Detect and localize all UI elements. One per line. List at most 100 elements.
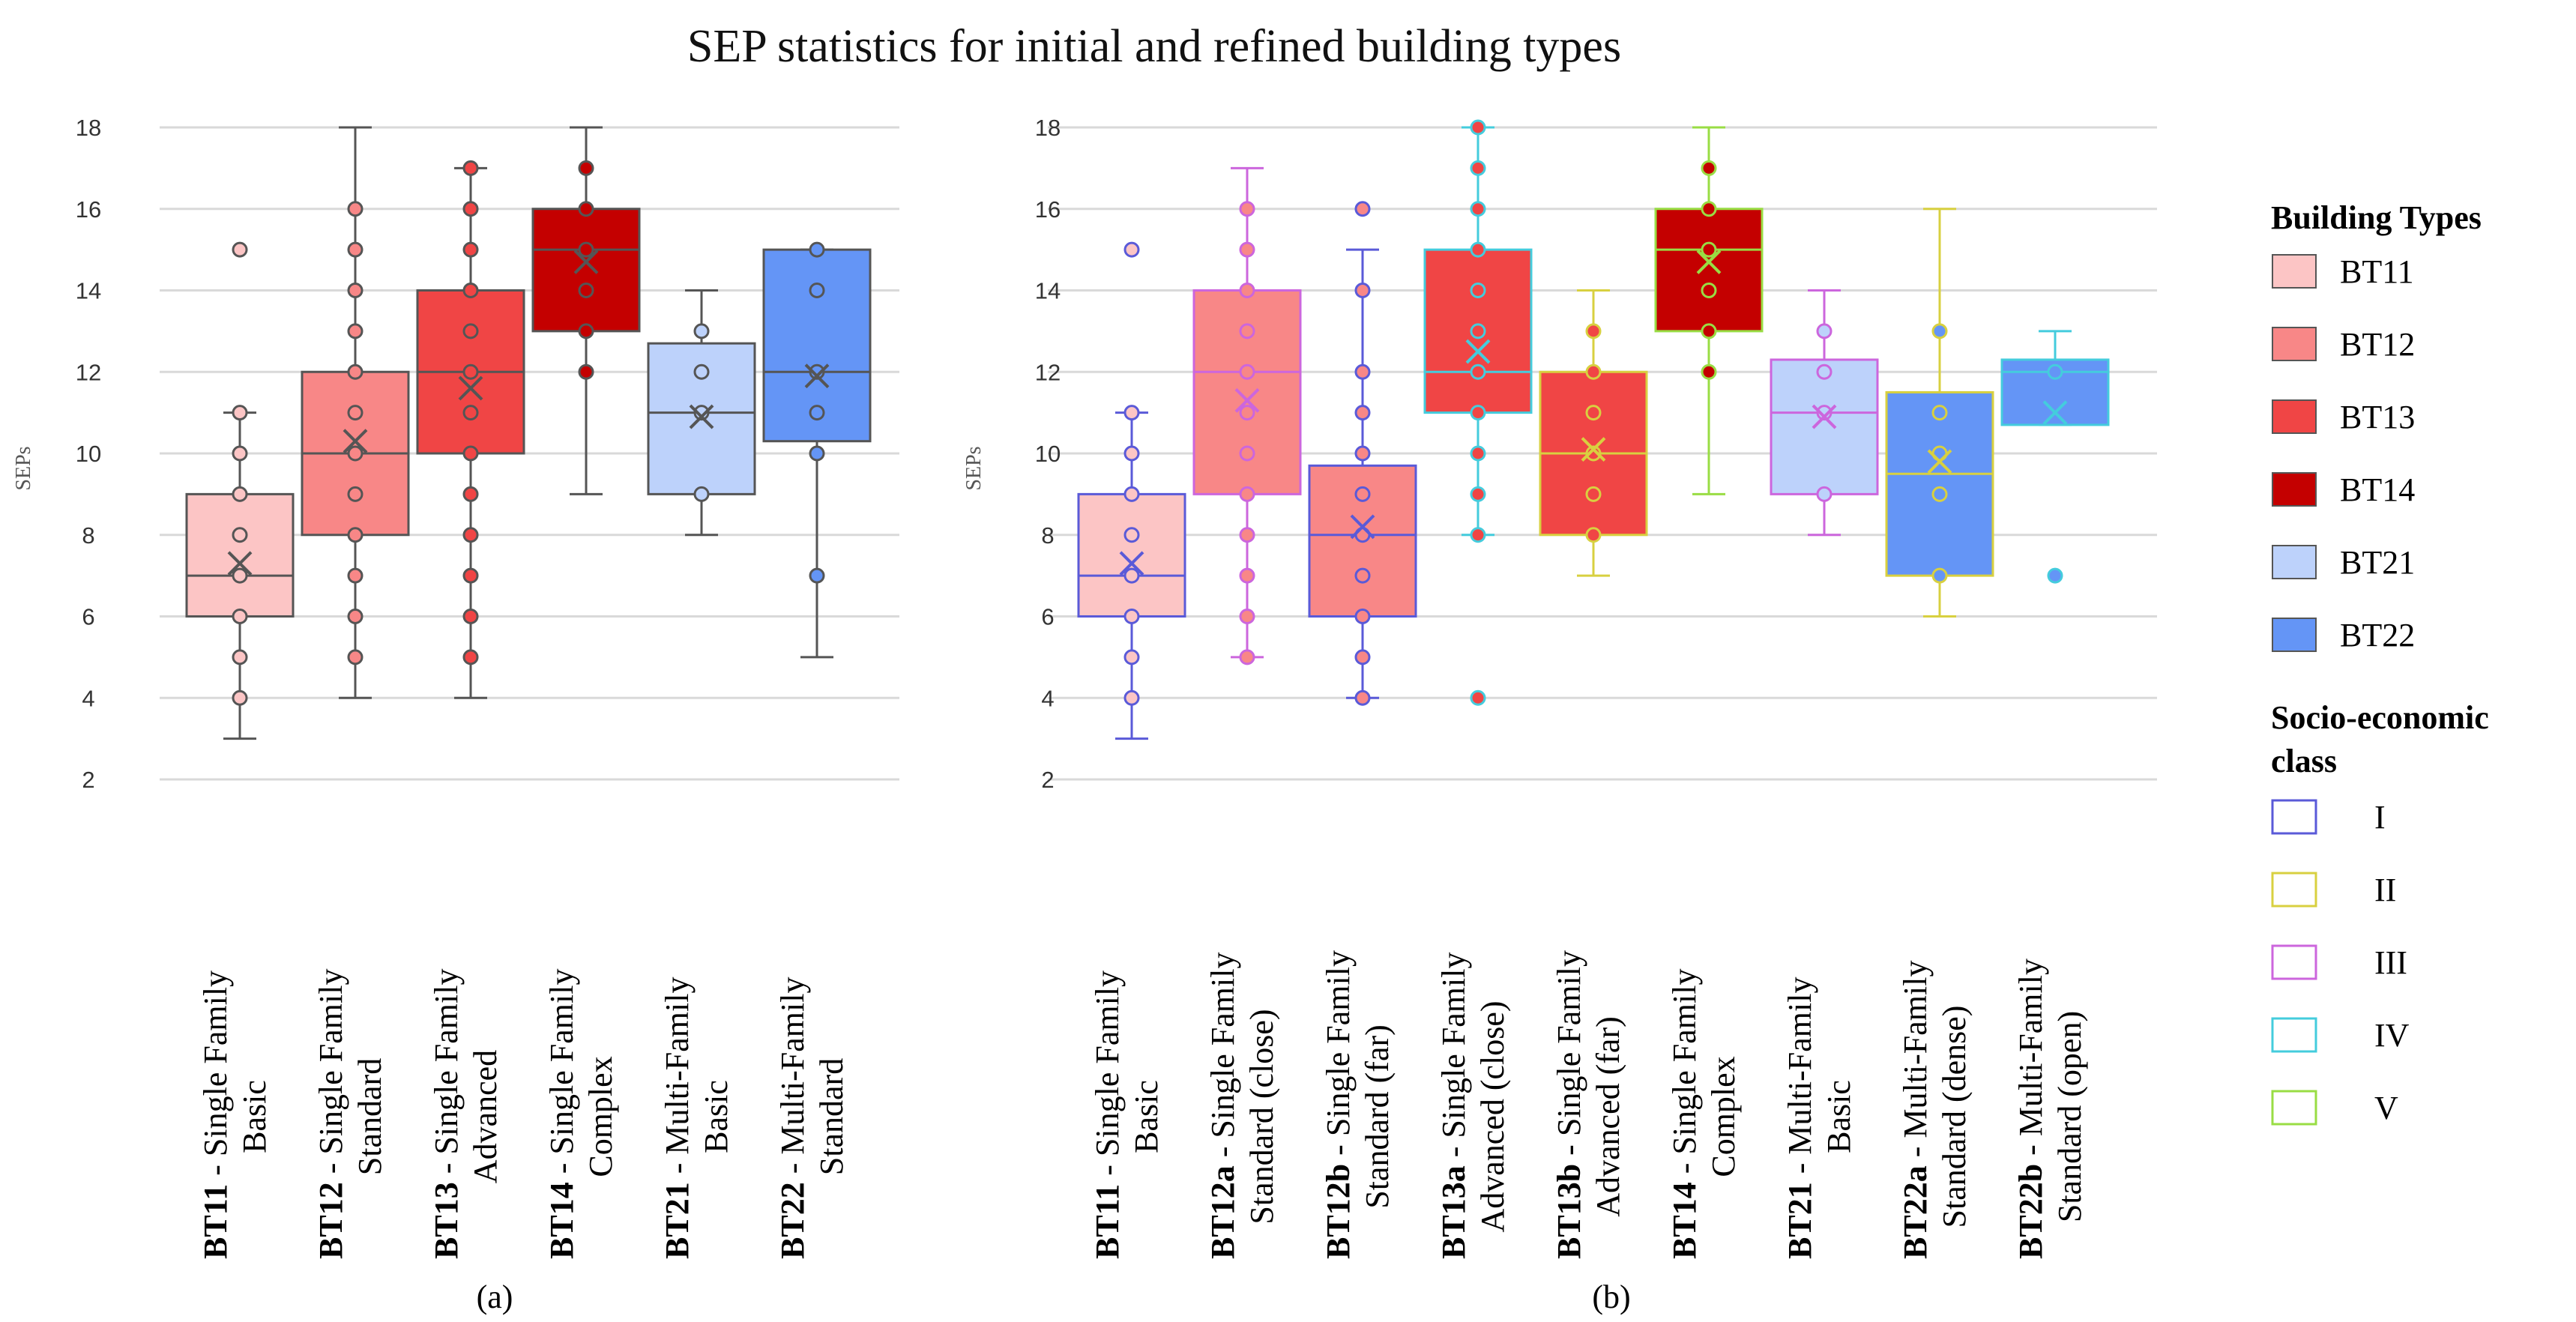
data-point xyxy=(232,567,248,584)
data-point xyxy=(462,405,479,421)
data-point xyxy=(1816,486,1833,502)
data-point xyxy=(462,323,479,339)
y-tick-label: 12 xyxy=(1035,359,1061,385)
y-tick-label: 14 xyxy=(76,278,101,304)
data-point xyxy=(1354,567,1371,584)
mean-marker xyxy=(804,363,830,389)
data-point xyxy=(1585,363,1602,380)
mean-marker xyxy=(689,404,714,429)
category-label: BT13 - Single Family xyxy=(428,969,465,1259)
data-point xyxy=(232,527,248,543)
category-label-line2: Basic xyxy=(1821,1080,1857,1153)
box-iqr xyxy=(1770,358,1879,495)
category-label-line2: Standard (close) xyxy=(1243,1009,1280,1224)
panel-label: (b) xyxy=(1592,1279,1630,1315)
category-label: BT21 - Multi-Family xyxy=(659,977,696,1259)
category-name: - Single Family xyxy=(1551,950,1587,1164)
data-point xyxy=(462,567,479,584)
data-point xyxy=(347,283,364,298)
category-label-line2: Complex xyxy=(582,1056,619,1177)
data-point xyxy=(1239,445,1255,462)
data-point xyxy=(1239,649,1255,665)
data-point xyxy=(1354,609,1371,624)
data-point xyxy=(1239,241,1255,258)
category-label-line2: Advanced (far) xyxy=(1590,1016,1626,1217)
box-bt13 xyxy=(416,160,525,699)
category-code: BT22b xyxy=(2012,1164,2049,1259)
box-bt12 xyxy=(301,126,410,699)
data-point xyxy=(1701,363,1717,380)
data-point xyxy=(462,283,479,298)
data-point xyxy=(1470,405,1486,421)
data-point xyxy=(1239,323,1255,339)
data-point xyxy=(232,405,248,421)
category-code: BT13a xyxy=(1435,1165,1472,1259)
legend-swatch-class-v xyxy=(2271,1090,2317,1126)
data-point xyxy=(1701,160,1717,176)
legend-class-heading-2: class xyxy=(2271,743,2337,779)
data-point xyxy=(462,445,479,462)
data-point xyxy=(1470,689,1486,706)
legend-label: BT12 xyxy=(2340,326,2415,363)
category-label-line2: Standard (far) xyxy=(1359,1024,1396,1209)
legend-swatch-class-i xyxy=(2271,799,2317,835)
category-code: BT11 xyxy=(1089,1184,1126,1259)
data-point xyxy=(578,160,594,176)
category-name: - Multi-Family xyxy=(659,977,696,1183)
box-bt11 xyxy=(185,241,295,740)
category-label-line2: Standard xyxy=(813,1058,850,1175)
category-label: BT11 - Single Family xyxy=(197,971,234,1259)
legend: Building Types BT11BT12BT13BT14BT21BT22 … xyxy=(2271,199,2489,1126)
data-point xyxy=(1123,445,1140,462)
category-name: - Single Family xyxy=(1666,969,1703,1183)
data-point xyxy=(1354,486,1371,502)
category-label-line2: Standard (open) xyxy=(2051,1011,2088,1222)
legend-swatch-class-iii xyxy=(2271,944,2317,980)
data-point xyxy=(1470,201,1486,217)
category-name: - Single Family xyxy=(313,969,349,1183)
data-point xyxy=(1585,527,1602,543)
data-point xyxy=(578,323,594,339)
box-bt12b xyxy=(1308,201,1417,706)
box-iqr xyxy=(185,492,295,618)
legend-label: III xyxy=(2374,944,2407,981)
data-point xyxy=(347,241,364,258)
data-point xyxy=(347,527,364,543)
y-axis-label: SEPs xyxy=(962,446,986,490)
legend-label: BT22 xyxy=(2340,617,2415,654)
data-point xyxy=(2047,567,2063,584)
category-label: BT22b - Multi-Family xyxy=(2012,959,2049,1259)
box-iqr xyxy=(1077,492,1186,618)
data-point xyxy=(232,445,248,462)
category-code: BT12a xyxy=(1204,1165,1241,1259)
legend-swatch-class-iv xyxy=(2271,1017,2317,1053)
data-point xyxy=(1470,119,1486,136)
y-tick-label: 18 xyxy=(76,115,101,141)
legend-label: BT21 xyxy=(2340,544,2415,581)
legend-swatch-bt11 xyxy=(2272,254,2317,289)
mean-marker xyxy=(227,551,253,576)
legend-label: I xyxy=(2374,799,2386,836)
data-point xyxy=(578,363,594,380)
mean-marker xyxy=(458,375,483,401)
mean-marker xyxy=(1350,514,1375,540)
data-point xyxy=(462,160,479,176)
y-tick-label: 16 xyxy=(1035,196,1061,223)
data-point xyxy=(1585,405,1602,421)
data-point xyxy=(809,405,825,421)
panel-label: (a) xyxy=(477,1279,513,1315)
y-tick-label: 8 xyxy=(1041,522,1054,549)
data-point xyxy=(462,609,479,624)
box-iqr xyxy=(1654,208,1764,333)
category-label-line2: Advanced xyxy=(467,1050,504,1183)
data-point xyxy=(347,445,364,462)
data-point xyxy=(1470,283,1486,298)
y-tick-label: 18 xyxy=(1035,115,1061,141)
box-bt21 xyxy=(1770,289,1879,537)
data-point xyxy=(1585,486,1602,502)
legend-label: BT14 xyxy=(2340,471,2415,508)
legend-swatch-bt14 xyxy=(2272,472,2317,507)
data-point xyxy=(1354,689,1371,706)
category-label-line2: Advanced (close) xyxy=(1474,1000,1511,1232)
